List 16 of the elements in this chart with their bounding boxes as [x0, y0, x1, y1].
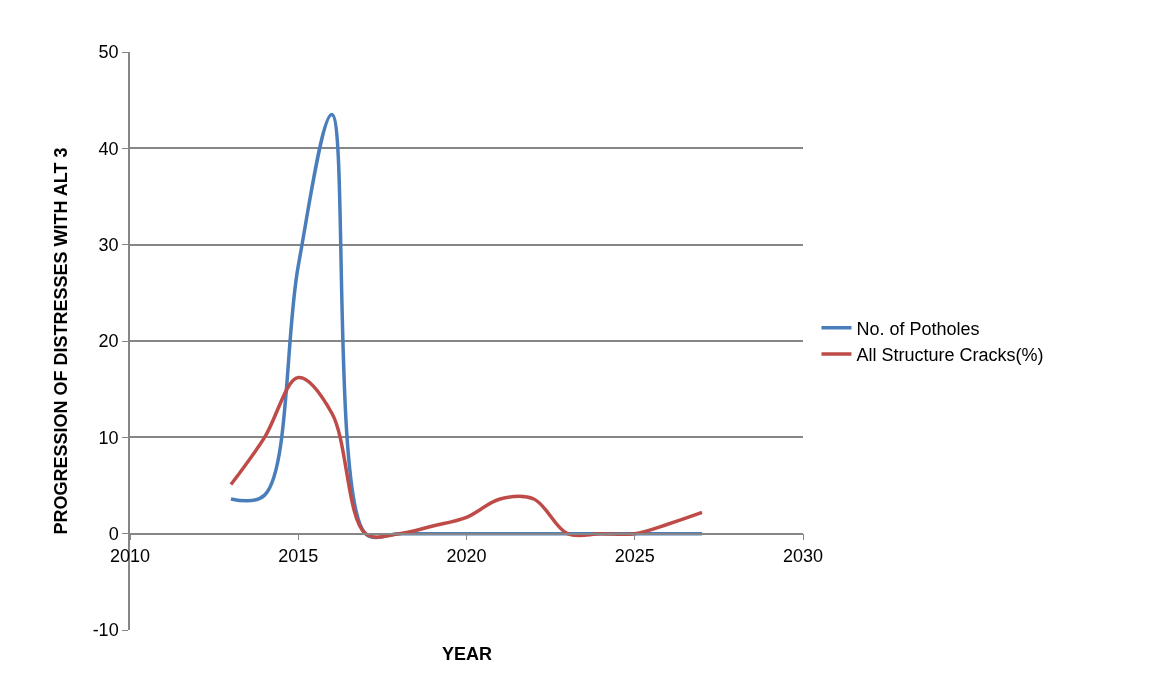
- legend-label: All Structure Cracks(%): [856, 345, 1044, 366]
- x-tick-label: 2015: [278, 546, 319, 567]
- y-axis-title: PROGRESSION OF DISTRESSES WITH ALT 3: [51, 147, 72, 535]
- legend-label: No. of Potholes: [856, 318, 980, 339]
- y-tick-label: 20: [98, 331, 119, 352]
- y-tick-label: 40: [98, 138, 119, 159]
- x-tick-label: 2025: [614, 546, 655, 567]
- x-tick-label: 2020: [446, 546, 487, 567]
- y-tick-label: 30: [98, 234, 119, 255]
- y-tick-label: 0: [108, 523, 119, 544]
- y-tick-label: 50: [98, 42, 119, 63]
- y-tick-label: 10: [98, 427, 119, 448]
- x-axis-title: YEAR: [442, 644, 493, 664]
- y-tick-label: -10: [92, 620, 119, 641]
- x-tick-label: 2030: [782, 546, 824, 567]
- x-tick-label: 2010: [109, 546, 151, 567]
